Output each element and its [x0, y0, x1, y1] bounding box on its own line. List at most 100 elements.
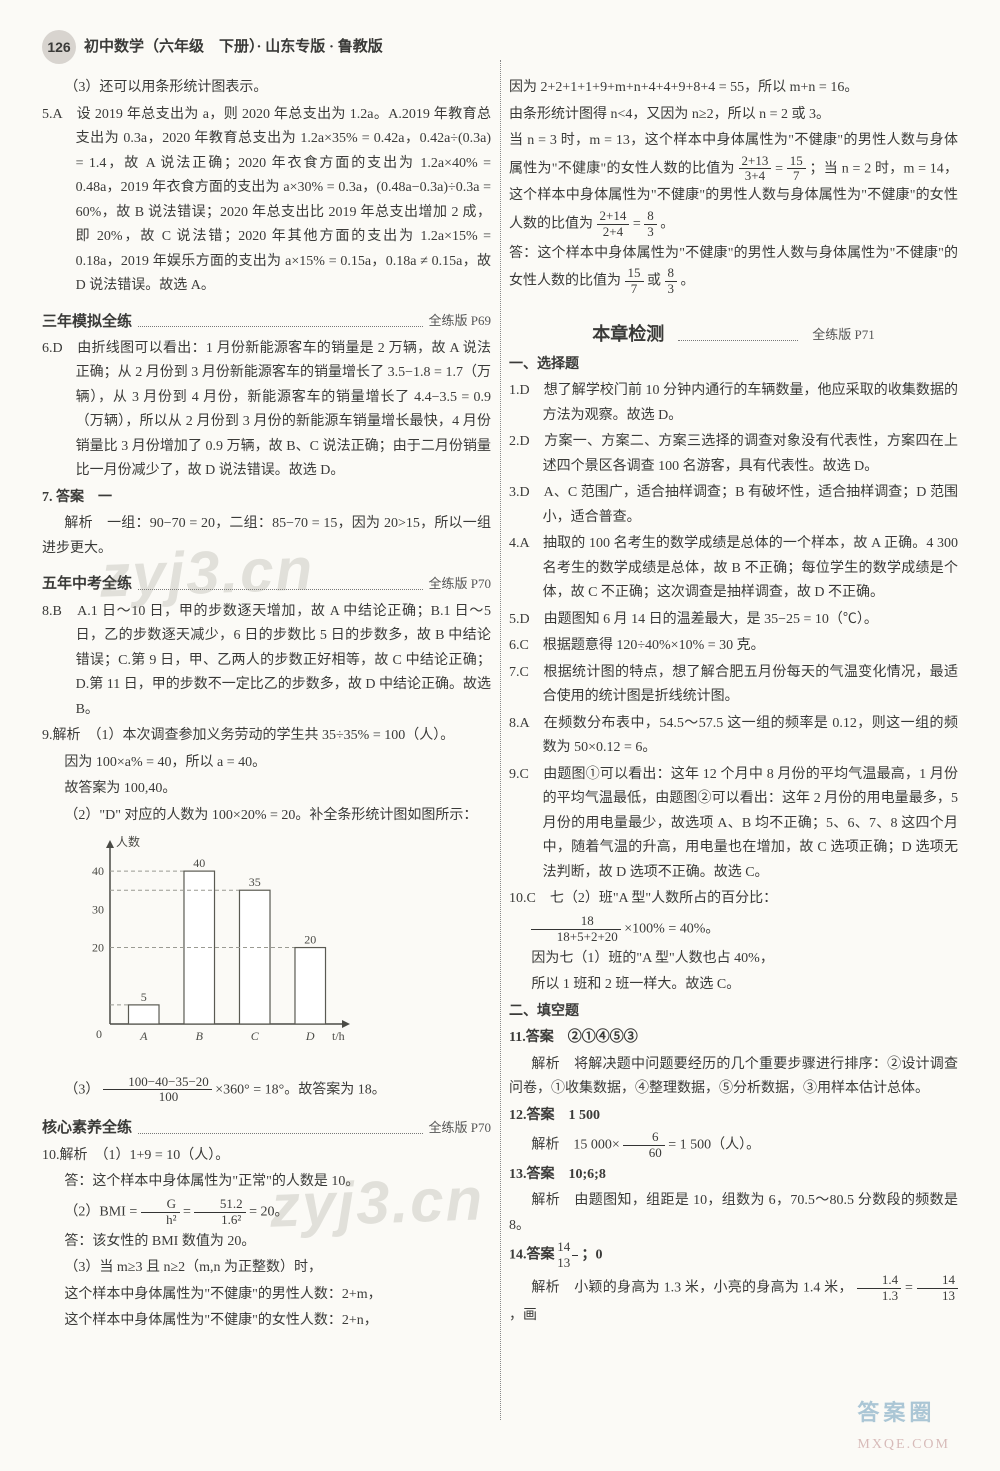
q9: 9.C 由题图①可以看出：这年 12 个月中 8 月份的平均气温最高，1 月份的…: [509, 763, 958, 886]
t: ；0: [582, 1248, 603, 1263]
t: ×100% = 40%。: [624, 921, 719, 936]
fraction: Gh²: [141, 1197, 180, 1228]
t: 解析 小颖的身高为 1.3 米，小亮的身高为 1.4 米，: [531, 1281, 852, 1296]
text: （2）BMI =: [64, 1204, 140, 1219]
answer-9b: 因为 100×a% = 40，所以 a = 40。: [42, 751, 491, 776]
t: ，画: [509, 1308, 537, 1323]
answer-10a: 10.解析 （1）1+9 = 10（人）。: [42, 1144, 491, 1169]
answer-10g: 这个样本中身体属性为"不健康"的女性人数：2+n，: [42, 1309, 491, 1334]
q11b: 解析 将解决题中问题要经历的几个重要步骤进行排序：②设计调查问卷，①收集数据，④…: [509, 1053, 958, 1102]
q14b: 解析 小颖的身高为 1.3 米，小亮的身高为 1.4 米， 1.41.3 = 1…: [509, 1273, 958, 1328]
fraction: 1.41.3: [857, 1273, 902, 1304]
fraction: 100−40−35−20100: [103, 1075, 212, 1106]
footer-url: MXQE.COM: [857, 1433, 950, 1458]
fraction: 660: [623, 1130, 664, 1161]
left-column: （3）还可以用条形统计图表示。 5.A 设 2019 年总支出为 a，则 202…: [42, 74, 491, 1336]
label: 7. 答案 一: [42, 490, 112, 505]
q10frac: 1818+5+2+20 ×100% = 40%。: [509, 914, 958, 945]
fraction: 1413: [917, 1273, 958, 1304]
text: ×360° = 18°。故答案为 18。: [215, 1082, 386, 1097]
section-ref: 全练版 P70: [429, 1117, 491, 1140]
svg-text:35: 35: [249, 875, 261, 889]
svg-text:40: 40: [92, 864, 104, 878]
svg-text:人数: 人数: [116, 834, 140, 849]
text: 答：这个样本中身体属性为"不健康"的男性人数与身体属性为"不健康"的女性人数的比…: [509, 242, 958, 297]
q10a: 10.C 七（2）班"A 型"人数所占的百分比：: [509, 887, 958, 912]
bar-chart: 人数t/h02030405A40B35C20D: [72, 834, 491, 1069]
fraction: 2+142+4: [597, 209, 630, 240]
footer-cn: 答案圈: [857, 1394, 950, 1433]
text: 因为 2+2+1+1+9+m+n+4+4+9+8+4 = 55，所以 m+n =…: [509, 76, 958, 101]
answer-5: 5.A 设 2019 年总支出为 a，则 2020 年总支出为 1.2a。A.2…: [42, 103, 491, 299]
q14a: 14.答案 1413 ；0: [509, 1240, 958, 1271]
svg-text:D: D: [305, 1029, 315, 1043]
q12a: 12.答案 1 500: [509, 1104, 958, 1129]
t: 解析 15 000×: [531, 1138, 619, 1153]
q13b: 解析 由题图知，组距是 10，组数为 6，70.5～80.5 分数段的频数是 8…: [509, 1189, 958, 1238]
fraction: 157: [787, 154, 806, 185]
fraction: 51.21.6²: [194, 1197, 245, 1228]
answer-9e: （3） 100−40−35−20100 ×360° = 18°。故答案为 18。: [42, 1075, 491, 1106]
right-column: 因为 2+2+1+1+9+m+n+4+4+9+8+4 = 55，所以 m+n =…: [509, 74, 958, 1336]
page-number-badge: 126: [42, 30, 76, 64]
column-divider: [500, 60, 501, 1420]
q1: 1.D 想了解学校门前 10 分钟内通行的车辆数量，他应采取的收集数据的方法为观…: [509, 379, 958, 428]
t: =: [905, 1281, 917, 1296]
answer-8: 8.B A.1 日～10 日，甲的步数逐天增加，故 A 中结论正确；B.1 日～…: [42, 600, 491, 723]
fraction: 157: [625, 266, 644, 297]
q2: 2.D 方案一、方案二、方案三选择的调查对象没有代表性，方案四在上述四个景区各调…: [509, 430, 958, 479]
svg-text:20: 20: [304, 933, 316, 947]
footer-watermark: 答案圈 MXQE.COM: [857, 1394, 950, 1457]
svg-text:30: 30: [92, 902, 104, 916]
section-core: 核心素养全练 全练版 P70: [42, 1115, 491, 1141]
text: （3）: [64, 1082, 99, 1097]
chapter-title: 本章检测: [592, 319, 664, 351]
svg-text:40: 40: [193, 856, 205, 870]
dots: [138, 316, 423, 327]
q10d: 所以 1 班和 2 班一样大。故选 C。: [509, 973, 958, 998]
t: 。: [681, 274, 695, 289]
t: =: [775, 161, 787, 176]
t: 。: [660, 217, 674, 232]
page-header: 126 初中数学（六年级 下册）· 山东专版 · 鲁教版: [42, 30, 958, 64]
section-title: 三年模拟全练: [42, 309, 132, 335]
section-sim3: 三年模拟全练 全练版 P69: [42, 309, 491, 335]
text: = 20。: [249, 1204, 288, 1219]
q5: 5.D 由题图知 6 月 14 日的温差最大，是 35−25 = 10（℃）。: [509, 608, 958, 633]
q12b: 解析 15 000× 660 = 1 500（人）。: [509, 1130, 958, 1161]
answer-9c: 故答案为 100,40。: [42, 777, 491, 802]
dots: [138, 579, 423, 590]
section-ref: 全练版 P70: [429, 573, 491, 596]
section-title: 核心素养全练: [42, 1115, 132, 1141]
q11a: 11.答案 ②①④⑤③: [509, 1026, 958, 1051]
t: 或: [647, 274, 665, 289]
t: = 1 500（人）。: [668, 1138, 760, 1153]
q6: 6.C 根据题意得 120÷40%×10% = 30 克。: [509, 634, 958, 659]
svg-text:t/h: t/h: [332, 1029, 345, 1043]
fraction: 83: [665, 266, 678, 297]
page-title: 初中数学（六年级 下册）· 山东专版 · 鲁教版: [84, 34, 383, 60]
q10c: 因为七（1）班的"A 型"人数也占 40%，: [509, 947, 958, 972]
text: 当 n = 3 时，m = 13，这个样本中身体属性为"不健康"的男性人数与身体…: [509, 129, 958, 240]
svg-text:C: C: [251, 1029, 260, 1043]
q8: 8.A 在频数分布表中，54.5～57.5 这一组的频率是 0.12，则这一组的…: [509, 712, 958, 761]
t: 答：这个样本中身体属性为"不健康"的男性人数与身体属性为"不健康"的女性人数的比…: [509, 246, 958, 289]
svg-text:20: 20: [92, 941, 104, 955]
q7: 7.C 根据统计图的特点，想了解合肥五月份每天的气温变化情况，最适合使用的统计图…: [509, 661, 958, 710]
svg-text:5: 5: [141, 990, 147, 1004]
svg-text:A: A: [139, 1029, 148, 1043]
dots: [678, 329, 798, 342]
fraction: 83: [644, 209, 657, 240]
fraction: 1413: [572, 1240, 578, 1271]
answer-10b: 答：这个样本中身体属性为"正常"的人数是 10。: [42, 1170, 491, 1195]
chapter-ref: 全练版 P71: [812, 324, 874, 347]
section-ref: 全练版 P69: [429, 310, 491, 333]
dots: [138, 1123, 423, 1134]
answer-10f: 这个样本中身体属性为"不健康"的男性人数：2+m，: [42, 1283, 491, 1308]
answer-7b: 解析 一组：90−70 = 20，二组：85−70 = 15，因为 20>15，…: [42, 512, 491, 561]
section-exam5: 五年中考全练 全练版 P70: [42, 571, 491, 597]
fraction: 1818+5+2+20: [531, 914, 620, 945]
t: =: [633, 217, 644, 232]
answer-7a: 7. 答案 一: [42, 486, 491, 511]
answer-9a: 9.解析 （1）本次调查参加义务劳动的学生共 35÷35% = 100（人）。: [42, 724, 491, 749]
